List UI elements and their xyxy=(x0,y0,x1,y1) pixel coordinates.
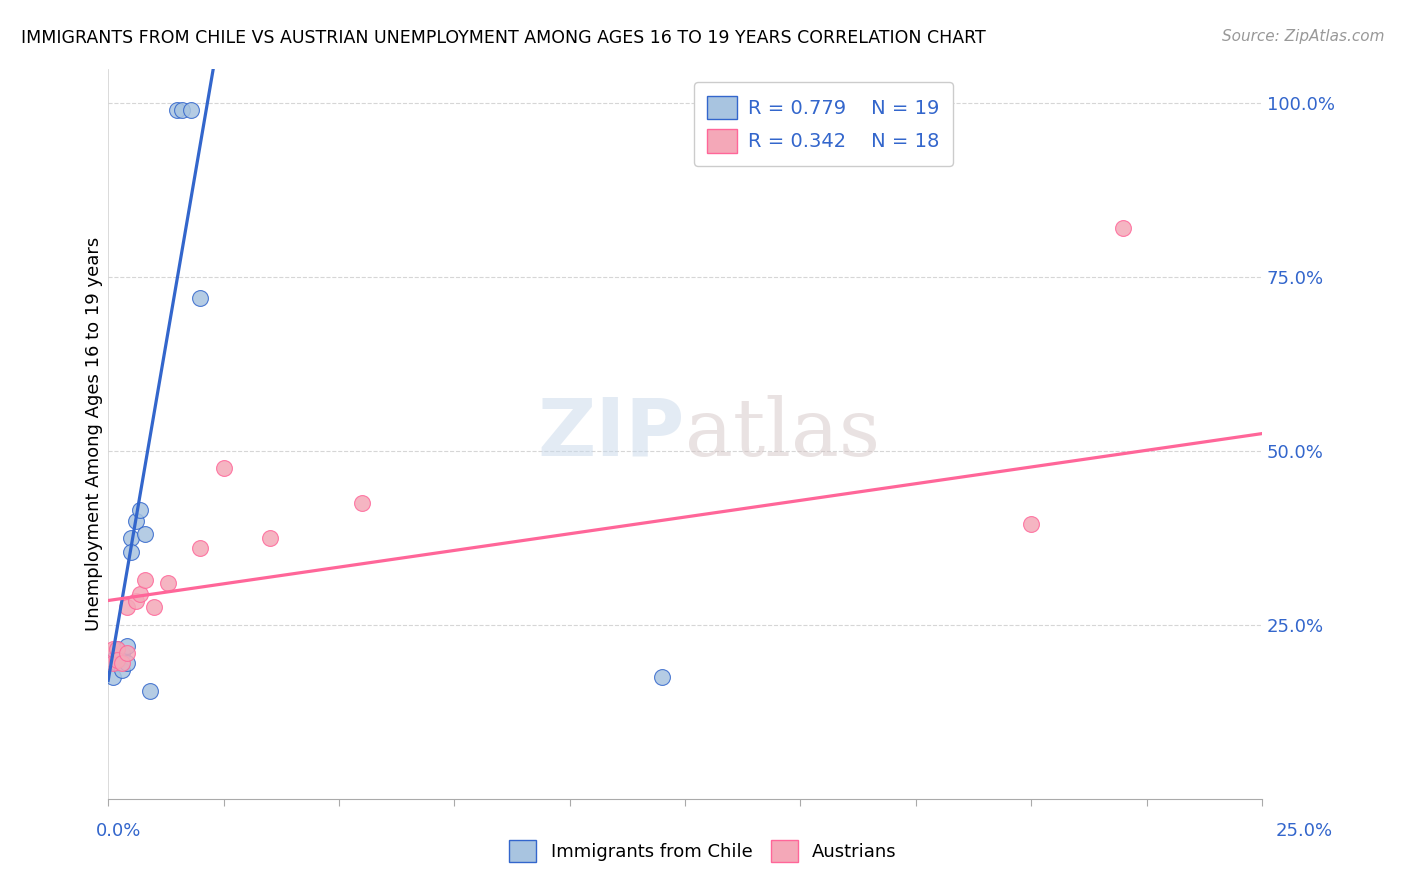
Point xyxy=(143,600,166,615)
Point xyxy=(125,593,148,607)
Point xyxy=(157,576,180,591)
Point xyxy=(101,670,124,684)
Point xyxy=(115,656,138,670)
Legend: Immigrants from Chile, Austrians: Immigrants from Chile, Austrians xyxy=(502,833,904,870)
Point xyxy=(101,656,124,670)
Point xyxy=(190,291,212,305)
Point xyxy=(115,639,138,653)
Point xyxy=(190,541,212,556)
Point xyxy=(129,586,152,600)
Point xyxy=(138,684,160,698)
Text: ZIP: ZIP xyxy=(537,394,685,473)
Point xyxy=(259,531,281,545)
Y-axis label: Unemployment Among Ages 16 to 19 years: Unemployment Among Ages 16 to 19 years xyxy=(86,236,103,631)
Point xyxy=(111,656,134,670)
Point xyxy=(134,527,156,541)
Point xyxy=(111,663,134,677)
Point xyxy=(134,573,156,587)
Text: 25.0%: 25.0% xyxy=(1275,822,1333,840)
Point xyxy=(120,531,142,545)
Point xyxy=(212,461,235,475)
Point xyxy=(166,103,188,118)
Point xyxy=(129,503,152,517)
Point xyxy=(350,496,373,510)
Point xyxy=(1112,221,1135,235)
Point xyxy=(101,652,124,666)
Point xyxy=(115,600,138,615)
Point xyxy=(107,656,129,670)
Text: IMMIGRANTS FROM CHILE VS AUSTRIAN UNEMPLOYMENT AMONG AGES 16 TO 19 YEARS CORRELA: IMMIGRANTS FROM CHILE VS AUSTRIAN UNEMPL… xyxy=(21,29,986,46)
Text: 0.0%: 0.0% xyxy=(96,822,141,840)
Point xyxy=(125,514,148,528)
Point xyxy=(180,103,202,118)
Point xyxy=(101,642,124,657)
Point xyxy=(107,642,129,657)
Point xyxy=(651,670,673,684)
Point xyxy=(107,652,129,666)
Point xyxy=(111,646,134,660)
Text: Source: ZipAtlas.com: Source: ZipAtlas.com xyxy=(1222,29,1385,44)
Point xyxy=(1019,516,1042,531)
Point xyxy=(115,646,138,660)
Point xyxy=(120,545,142,559)
Point xyxy=(107,642,129,657)
Legend: R = 0.779    N = 19, R = 0.342    N = 18: R = 0.779 N = 19, R = 0.342 N = 18 xyxy=(693,82,953,166)
Point xyxy=(170,103,193,118)
Text: atlas: atlas xyxy=(685,394,880,473)
